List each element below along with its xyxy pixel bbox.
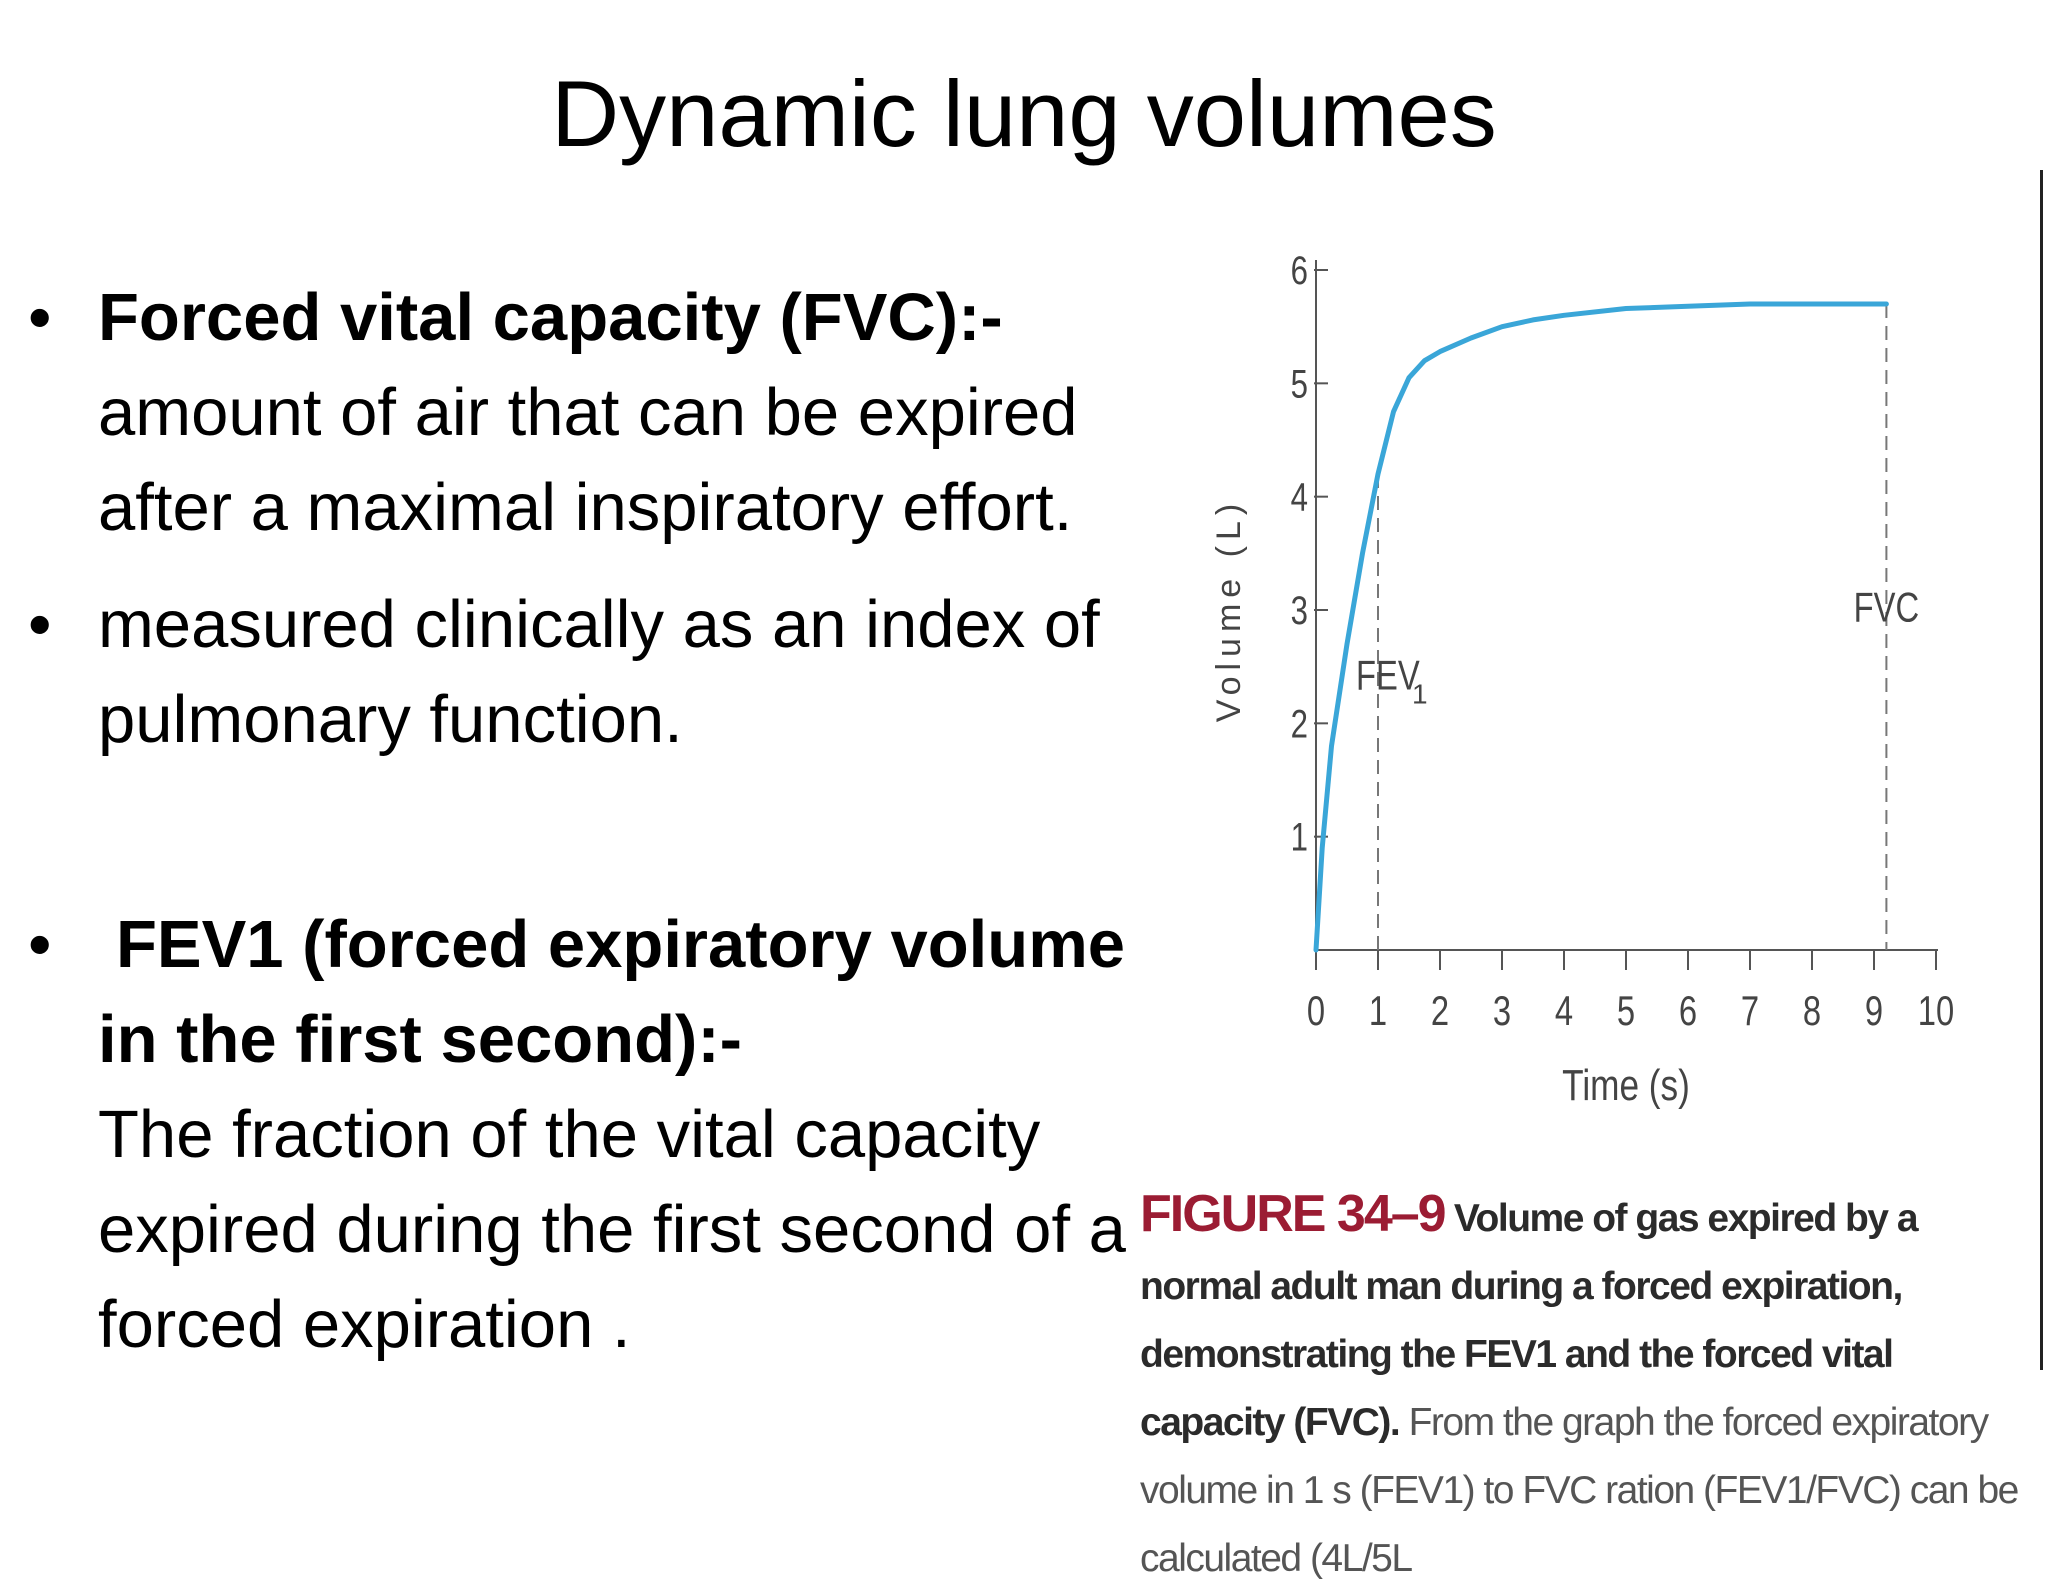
x-tick-label: 2 [1431,987,1449,1034]
y-tick-label: 5 [1291,362,1308,407]
x-tick-label: 1 [1369,987,1387,1034]
bullet-fvc-heading: Forced vital capacity (FVC):- [98,280,1003,355]
y-tick-label: 6 [1291,248,1308,293]
y-axis-label: Volume (L) [1210,498,1248,722]
x-tick-label: 10 [1918,987,1954,1034]
x-tick-label: 7 [1741,987,1759,1034]
bullet-marker: • [28,280,52,355]
bullet-fev1-heading: FEV1 (forced expiratory volume in the fi… [98,907,1126,1077]
x-tick-label: 6 [1679,987,1697,1034]
x-tick-label: 0 [1307,987,1325,1034]
bullet-measured: • measured clinically as an index of pul… [20,577,1150,767]
bullet-fev1-text: The fraction of the vital capacity expir… [98,1097,1126,1362]
bullet-fvc-text: amount of air that can be expired after … [98,375,1078,545]
bullet-list: • Forced vital capacity (FVC):- amount o… [20,270,1150,1372]
spirometry-chart: 1 2 3 4 5 6 0 1 2 3 4 5 6 7 8 9 10 Time (s) Volume (L) FEV 1… [1200,230,2000,1150]
bullet-measured-text: measured clinically as an index of pulmo… [98,587,1100,757]
y-tick-label: 4 [1291,475,1308,520]
y-tick-label: 2 [1291,702,1308,747]
x-tick-label: 8 [1803,987,1821,1034]
annotation-fev1-subscript: 1 [1412,678,1428,709]
x-tick-label: 4 [1555,987,1573,1034]
bullet-fvc: • Forced vital capacity (FVC):- amount o… [20,270,1150,555]
bullet-marker: • [28,587,52,662]
x-tick-label: 5 [1617,987,1635,1034]
bullet-marker: • [28,907,52,982]
x-tick-label: 9 [1865,987,1883,1034]
slide-title: Dynamic lung volumes [551,61,1497,166]
figure-caption: FIGURE 34–9 Volume of gas expired by a n… [1140,1180,2020,1593]
y-tick-label: 3 [1291,588,1308,633]
x-axis-label: Time (s) [1562,1061,1690,1110]
series-line-volume [1313,301,1889,953]
annotation-fvc-label: FVC [1854,583,1920,630]
figure-number: FIGURE 34–9 [1140,1185,1447,1243]
x-tick-label: 3 [1493,987,1511,1034]
annotation-fev1-label: FEV [1356,651,1420,698]
slide-edge-line [2040,170,2043,1370]
y-tick-label: 1 [1291,815,1308,860]
figure-caption-bold: Volume of gas expired by a normal adult … [1140,1197,1919,1444]
bullet-fev1: • FEV1 (forced expiratory volume in the … [20,897,1150,1372]
